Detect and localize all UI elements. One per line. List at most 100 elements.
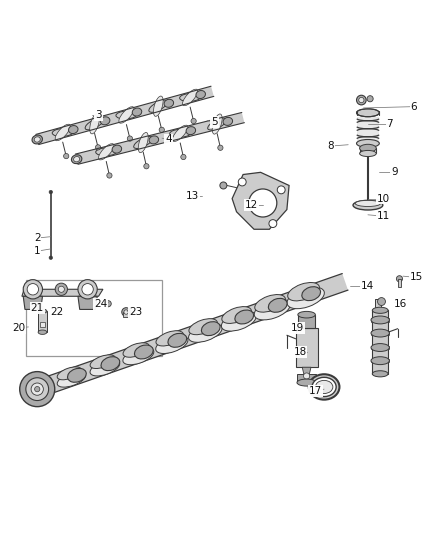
Polygon shape (232, 172, 289, 229)
Bar (298, 314, 315, 328)
Ellipse shape (149, 100, 168, 112)
Ellipse shape (255, 295, 286, 312)
Ellipse shape (38, 309, 47, 313)
Text: 18: 18 (293, 347, 307, 357)
Polygon shape (36, 86, 214, 144)
Circle shape (95, 144, 101, 150)
Bar (372, 310, 388, 374)
Ellipse shape (67, 368, 86, 382)
Ellipse shape (312, 377, 336, 397)
Ellipse shape (68, 126, 78, 134)
Text: 16: 16 (394, 298, 407, 309)
Text: 23: 23 (129, 308, 142, 318)
Ellipse shape (196, 91, 205, 99)
Circle shape (82, 284, 93, 295)
Circle shape (181, 155, 186, 159)
Polygon shape (302, 367, 311, 375)
Ellipse shape (112, 145, 122, 153)
Circle shape (367, 96, 373, 102)
Ellipse shape (235, 310, 254, 324)
Circle shape (58, 286, 64, 292)
Bar (398, 279, 401, 287)
Circle shape (269, 220, 277, 228)
Circle shape (26, 378, 49, 400)
Ellipse shape (222, 306, 251, 324)
Ellipse shape (99, 144, 114, 160)
Ellipse shape (123, 343, 149, 357)
Bar (26, 280, 162, 356)
Text: 13: 13 (186, 191, 199, 201)
Circle shape (218, 145, 223, 150)
Circle shape (64, 154, 69, 159)
Bar (375, 300, 381, 310)
Text: 17: 17 (309, 386, 322, 397)
Circle shape (78, 280, 97, 299)
Circle shape (249, 189, 277, 217)
Circle shape (277, 186, 285, 194)
Circle shape (23, 280, 42, 299)
Ellipse shape (164, 99, 173, 107)
Circle shape (31, 383, 43, 395)
Polygon shape (22, 289, 103, 296)
Ellipse shape (74, 157, 80, 162)
Polygon shape (34, 273, 348, 398)
Ellipse shape (85, 118, 104, 130)
Ellipse shape (123, 348, 154, 365)
Circle shape (304, 373, 310, 379)
Ellipse shape (189, 319, 217, 335)
Text: 20: 20 (12, 323, 25, 333)
Ellipse shape (168, 333, 187, 348)
Ellipse shape (52, 128, 73, 136)
Circle shape (27, 284, 39, 295)
Circle shape (359, 98, 364, 103)
Text: 1: 1 (34, 246, 41, 256)
Ellipse shape (201, 322, 220, 336)
Ellipse shape (134, 345, 153, 359)
Ellipse shape (371, 316, 389, 324)
Ellipse shape (371, 329, 389, 337)
Ellipse shape (38, 330, 47, 334)
Ellipse shape (221, 311, 256, 331)
Circle shape (107, 173, 112, 178)
Ellipse shape (360, 150, 376, 157)
Ellipse shape (71, 155, 82, 164)
Bar (296, 328, 318, 367)
Text: 2: 2 (34, 233, 41, 243)
Ellipse shape (315, 381, 333, 393)
Circle shape (124, 310, 128, 314)
Ellipse shape (288, 282, 319, 301)
Text: 24: 24 (94, 298, 107, 309)
Bar (123, 312, 129, 317)
Circle shape (55, 283, 67, 295)
Text: 11: 11 (377, 211, 390, 221)
Ellipse shape (360, 144, 376, 152)
Circle shape (144, 164, 149, 169)
Polygon shape (78, 296, 97, 310)
Ellipse shape (180, 93, 201, 101)
Text: 3: 3 (95, 110, 102, 120)
Circle shape (220, 182, 227, 189)
Text: 7: 7 (386, 119, 393, 129)
Ellipse shape (90, 114, 99, 134)
Ellipse shape (173, 125, 188, 141)
Circle shape (378, 297, 385, 305)
Ellipse shape (134, 136, 153, 149)
Circle shape (238, 178, 246, 186)
Text: 12: 12 (245, 200, 258, 210)
Ellipse shape (96, 148, 117, 156)
Ellipse shape (268, 298, 287, 312)
Ellipse shape (371, 344, 389, 351)
Ellipse shape (212, 114, 222, 134)
Ellipse shape (153, 96, 163, 116)
Circle shape (122, 308, 131, 317)
Ellipse shape (309, 374, 339, 400)
Ellipse shape (119, 107, 134, 123)
Ellipse shape (353, 200, 383, 210)
Text: 6: 6 (410, 102, 417, 111)
Bar (297, 374, 316, 383)
Circle shape (49, 190, 53, 194)
Ellipse shape (254, 299, 290, 320)
Polygon shape (75, 112, 244, 164)
Ellipse shape (188, 324, 222, 342)
Ellipse shape (57, 372, 85, 387)
